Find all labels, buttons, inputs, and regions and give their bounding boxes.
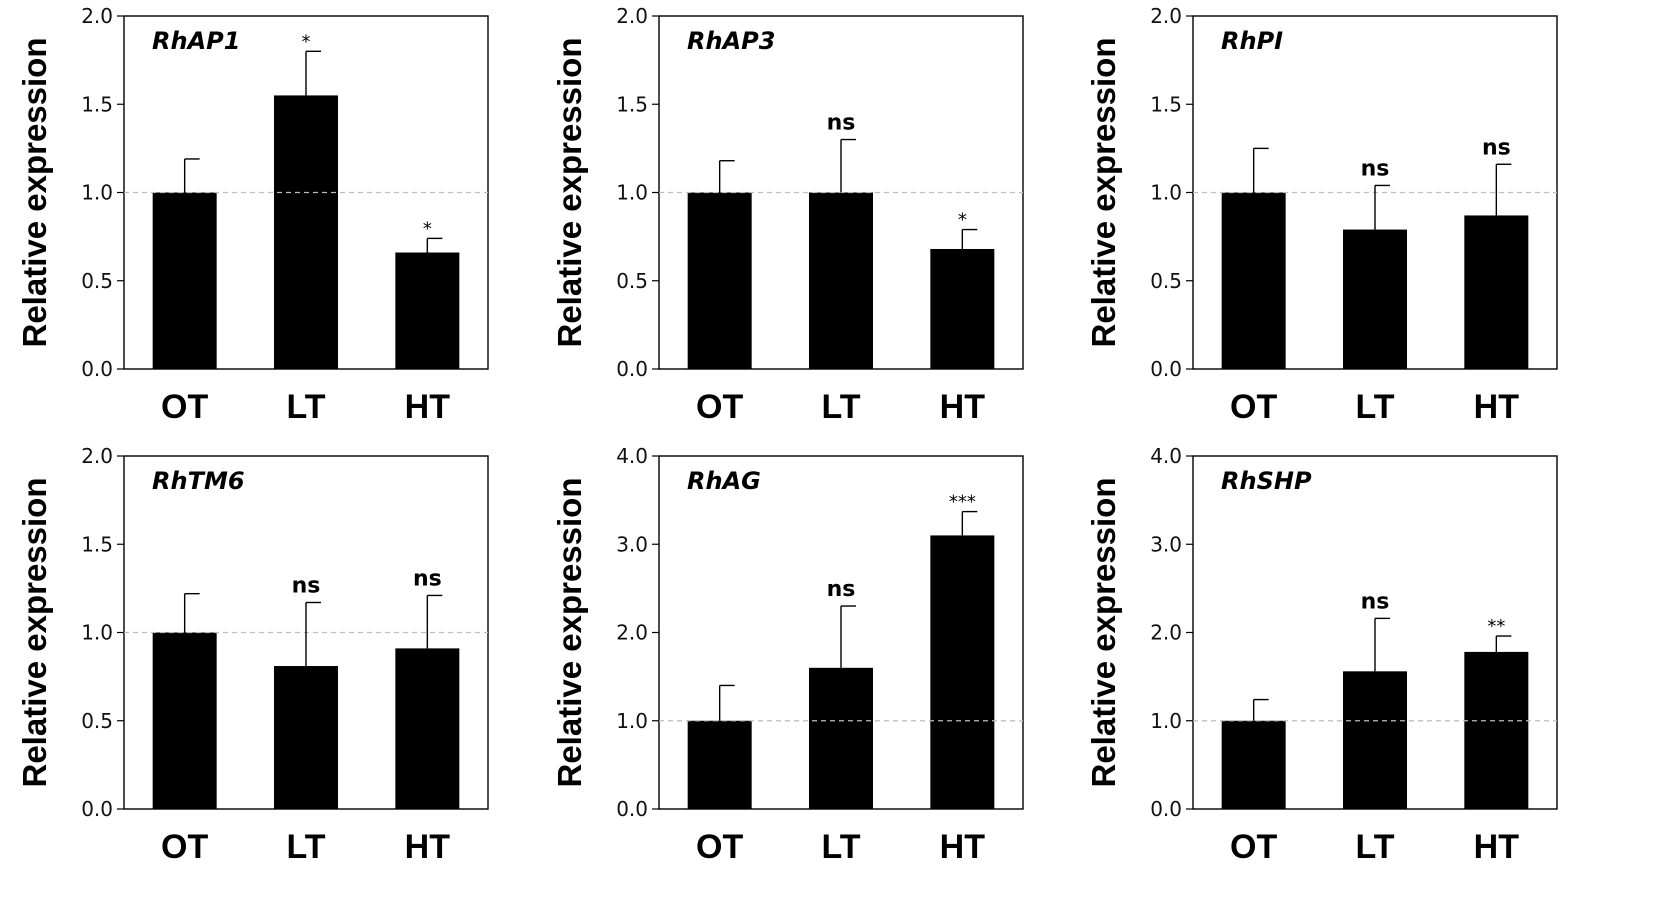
y-tick-label: 2.0 [616,4,648,28]
y-tick-label: 2.0 [1150,621,1182,645]
y-tick-label: 0.5 [1150,269,1182,293]
y-tick-label: 2.0 [616,621,648,645]
significance-label: ns [1361,156,1390,181]
x-category-label: HT [1474,388,1520,426]
x-category-label: HT [1474,828,1520,866]
y-tick-label: 0.5 [81,709,113,733]
bar [809,192,873,369]
x-category-label: HT [940,388,986,426]
y-axis-label: Relative expression [551,38,588,348]
y-axis-label: Relative expression [1085,38,1122,348]
significance-label: ** [1487,616,1505,637]
bar [930,535,995,809]
significance-label: ns [827,577,856,602]
panel-title: RhAG [687,467,761,495]
significance-label: ns [292,573,321,598]
x-category-label: LT [286,828,325,866]
y-tick-label: 1.5 [1150,92,1182,116]
y-tick-label: 2.0 [81,444,113,468]
bar [1343,671,1407,809]
x-category-label: HT [405,828,451,866]
y-tick-label: 1.0 [1150,709,1182,733]
panel-title: RhSHP [1221,467,1312,495]
y-tick-label: 2.0 [81,4,113,28]
significance-label: ns [413,566,442,591]
panel-title: RhAP1 [152,27,240,55]
significance-label: * [423,218,432,239]
y-tick-label: 3.0 [1150,532,1182,556]
y-tick-label: 4.0 [1150,444,1182,468]
y-tick-label: 1.0 [81,621,113,645]
y-tick-label: 2.0 [1150,4,1182,28]
x-category-label: OT [161,388,208,426]
bar [1464,651,1529,809]
y-tick-label: 1.0 [616,709,648,733]
y-tick-label: 1.0 [616,181,648,205]
significance-label: * [958,210,967,231]
y-axis-label: Relative expression [16,478,53,788]
bar [809,667,873,809]
y-axis-label: Relative expression [1085,478,1122,788]
y-tick-label: 0.5 [616,269,648,293]
bar [274,666,338,809]
bar [1221,192,1286,369]
x-category-label: LT [821,828,860,866]
x-category-label: HT [405,388,451,426]
x-category-label: LT [821,388,860,426]
x-category-label: LT [286,388,325,426]
bar [1464,215,1529,369]
bar [687,192,752,369]
panel-title: RhTM6 [152,467,245,495]
x-category-label: OT [696,828,743,866]
significance-label: ns [1361,589,1390,614]
panel-title: RhAP3 [687,27,775,55]
significance-label: ns [827,111,856,136]
y-tick-label: 0.0 [616,797,648,821]
y-tick-label: 1.0 [81,181,113,205]
x-category-label: OT [1230,388,1277,426]
y-tick-label: 0.0 [1150,797,1182,821]
bar [1221,720,1286,809]
bar [395,252,460,369]
y-tick-label: 0.0 [1150,357,1182,381]
significance-label: * [302,31,311,52]
y-tick-label: 1.5 [81,92,113,116]
x-category-label: HT [940,828,986,866]
x-category-label: OT [161,828,208,866]
significance-label: *** [949,492,976,513]
y-tick-label: 0.0 [81,797,113,821]
y-axis-label: Relative expression [551,478,588,788]
bar [152,192,217,369]
x-category-label: LT [1355,388,1394,426]
y-tick-label: 1.0 [1150,181,1182,205]
x-category-label: OT [696,388,743,426]
bar [1343,229,1407,369]
panel-title: RhPI [1221,27,1283,55]
y-tick-label: 1.5 [81,532,113,556]
bar [687,720,752,809]
y-tick-label: 1.5 [616,92,648,116]
x-category-label: OT [1230,828,1277,866]
bar [395,648,460,809]
y-tick-label: 3.0 [616,532,648,556]
x-category-label: LT [1355,828,1394,866]
y-tick-label: 0.5 [81,269,113,293]
bar [152,632,217,809]
y-tick-label: 4.0 [616,444,648,468]
bar [930,248,995,369]
y-axis-label: Relative expression [16,38,53,348]
y-tick-label: 0.0 [616,357,648,381]
bar [274,95,338,370]
significance-label: ns [1482,135,1511,160]
y-tick-label: 0.0 [81,357,113,381]
